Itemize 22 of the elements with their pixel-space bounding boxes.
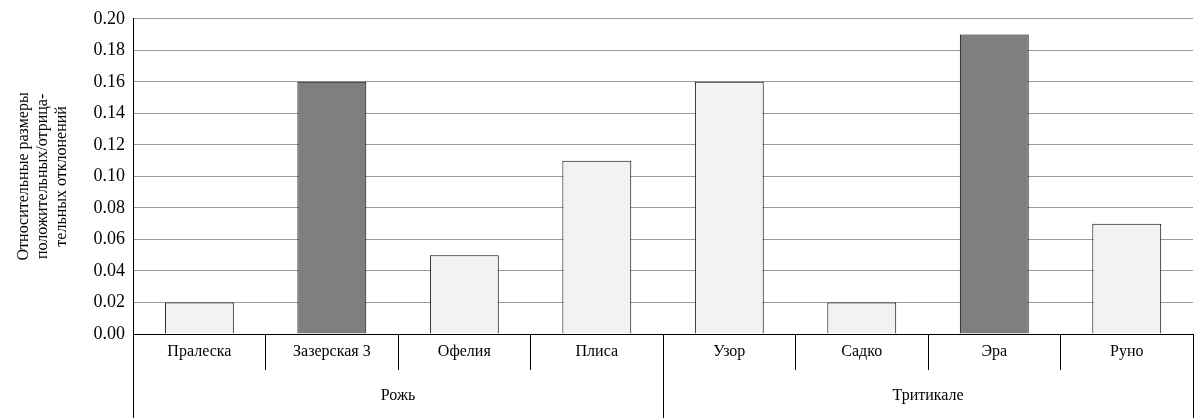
y-tick-label: 0.08 xyxy=(93,196,126,217)
x-tick-label: Офелия xyxy=(437,342,492,361)
y-tick-label: 0.16 xyxy=(93,70,126,91)
text: Тритикале xyxy=(892,386,964,405)
x-tick-label: Плиса xyxy=(575,342,619,360)
x-tick-label: Садко xyxy=(841,342,883,361)
y-tick-label: 0.00 xyxy=(93,322,126,343)
x-tick-label: Пралеска xyxy=(167,342,232,361)
y-tick-label: 0.06 xyxy=(93,228,126,249)
y-tick-label: 0.02 xyxy=(93,291,126,312)
x-tick-label: Эра xyxy=(981,342,1008,361)
y-tick-label: 0.18 xyxy=(93,39,126,60)
text: Рожь xyxy=(380,386,416,404)
x-tick-label: Узор xyxy=(713,342,746,361)
y-axis-title: Относительные размеры положительных/отрица- тельных отклонений xyxy=(13,92,70,261)
y-tick-label: 0.04 xyxy=(93,259,126,280)
x-tick-label: Руно xyxy=(1110,342,1144,361)
x-tick-label: Зазерская 3 xyxy=(293,342,371,361)
y-tick-label: 0.14 xyxy=(93,102,126,123)
y-tick-label: 0.12 xyxy=(93,133,126,154)
y-tick-label: 0.10 xyxy=(93,165,126,186)
y-tick-label: 0.20 xyxy=(93,7,126,28)
